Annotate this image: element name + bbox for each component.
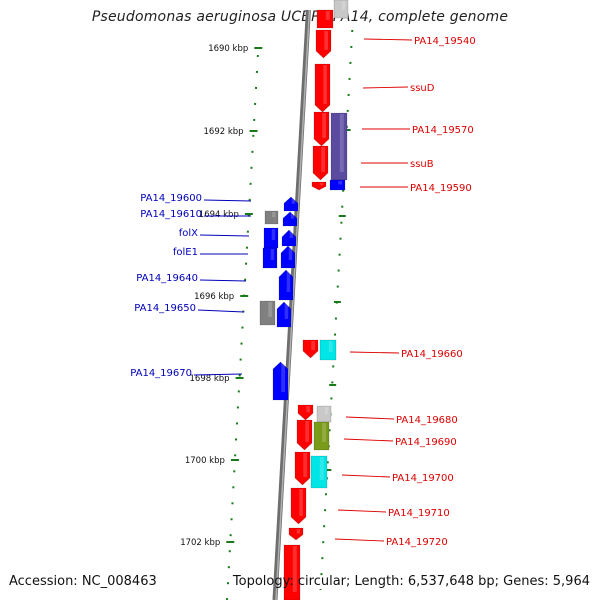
gene-label[interactable]: PA14_19690: [395, 437, 457, 448]
gene-box-cyan-2-shade: [320, 457, 324, 480]
gene-leader-line: [335, 539, 384, 541]
gene-box-cyan-shade: [329, 341, 333, 352]
gene-label[interactable]: folX: [179, 228, 198, 239]
gene-arrow-ssud[interactable]: [315, 64, 330, 112]
gene-arrow-shade: [326, 11, 330, 20]
gene-box-pa14-19590-shade: [338, 181, 342, 185]
gene-box-pa14-19590[interactable]: [330, 180, 345, 190]
gene-arrow-pa14-19540-shade: [324, 31, 328, 50]
gene-arrow-pa14-19720[interactable]: [289, 528, 303, 540]
gene-leader-line: [364, 39, 412, 40]
gene-box-purple[interactable]: [331, 113, 347, 180]
gene-box-olive[interactable]: [314, 422, 329, 450]
gene-leader-line: [338, 510, 386, 512]
gene-box-pa14-19650-shade: [268, 302, 272, 317]
gene-arrow-ssud-shade: [323, 65, 327, 104]
gene-box-fole1[interactable]: [263, 248, 277, 268]
gene-arrow-pa14-19660[interactable]: [303, 340, 318, 358]
gene-leader-line: [350, 352, 399, 353]
gene-label[interactable]: PA14_19570: [412, 125, 474, 136]
gene-label[interactable]: PA14_19710: [388, 508, 450, 519]
gene-arrow-pa14-19710-shade: [299, 489, 303, 516]
gene-box-light-shade: [325, 407, 329, 414]
gene-leader-line: [198, 310, 244, 312]
gene-arrow-pa14-19680-shade: [306, 406, 310, 412]
gene-arrow-small[interactable]: [312, 182, 326, 190]
ruler-tick-label: 1694 kbp: [199, 210, 239, 220]
gene-arrow-pa14-19690[interactable]: [297, 420, 312, 450]
gene-label[interactable]: PA14_19610: [140, 209, 202, 220]
gene-box-fole1-shade: [271, 249, 275, 260]
gene-arrow-pa14-19650[interactable]: [277, 302, 291, 327]
ruler-tick-label: 1696 kbp: [194, 292, 234, 302]
gene-label[interactable]: PA14_19650: [134, 303, 196, 314]
gene-arrow-folx-shade: [290, 231, 294, 238]
gene-box-folx[interactable]: [264, 228, 278, 248]
gene-arrow-pa14-19610-shade: [291, 213, 295, 219]
gene-label[interactable]: folE1: [173, 247, 198, 258]
gene-arrow-small-shade: [320, 183, 324, 185]
gene-box-cyan[interactable]: [320, 340, 336, 360]
gene-box-cyan-2[interactable]: [311, 456, 327, 488]
gene-box-purple-shade: [340, 114, 344, 172]
gene-arrow-pa14-19640[interactable]: [279, 270, 293, 300]
gene-label[interactable]: PA14_19720: [386, 537, 448, 548]
gene-box-folx-shade: [272, 229, 276, 240]
gene-leader-line: [200, 280, 246, 281]
gene-leader-line: [346, 417, 394, 419]
gene-label[interactable]: PA14_19600: [140, 193, 202, 204]
gene-arrow-pa14-19700-shade: [303, 453, 307, 477]
gene-label[interactable]: PA14_19670: [130, 368, 192, 379]
gene-box-pa14-19650[interactable]: [260, 301, 275, 325]
gene-label[interactable]: PA14_19700: [392, 473, 454, 484]
gene-arrow-pa14-19700[interactable]: [295, 452, 310, 485]
gene-leader-line: [342, 475, 390, 477]
gene-label[interactable]: PA14_19590: [410, 183, 472, 194]
gene-leader-line: [204, 200, 251, 201]
gene-arrow-pa14-19670-shade: [281, 363, 285, 392]
gene-label[interactable]: PA14_19640: [136, 273, 198, 284]
gene-arrow-pa14-19570[interactable]: [314, 112, 329, 146]
gene-arrow-pa14-19570-shade: [322, 113, 326, 138]
gene-label[interactable]: PA14_19660: [401, 349, 463, 360]
gene-arrow-pa14-19650-shade: [285, 303, 289, 319]
ruler-tick-label: 1690 kbp: [208, 44, 248, 54]
ruler-tick-label: 1698 kbp: [190, 374, 230, 384]
gene-leader-line: [344, 439, 393, 441]
gene-arrow-pa14-19690-shade: [305, 421, 309, 442]
gene-box-pa14-19610-shade: [272, 212, 275, 217]
gene-arrow-pa14-19680[interactable]: [298, 405, 313, 420]
gene-arrow-fole1-shade: [289, 247, 293, 260]
gene-arrow-pa14-19670[interactable]: [273, 362, 288, 400]
gene-label[interactable]: ssuB: [410, 159, 434, 170]
gene-arrow[interactable]: [317, 10, 333, 28]
gene-arrow-pa14-19600-shade: [292, 198, 296, 204]
gene-arrow-pa14-19720-shade: [297, 529, 301, 534]
ruler-tick-label: 1702 kbp: [180, 538, 220, 548]
gene-label[interactable]: PA14_19540: [414, 36, 476, 47]
gene-leader-line: [200, 235, 249, 236]
gene-arrow-ssub-shade: [321, 147, 325, 172]
gene-leader-line: [363, 87, 408, 88]
gene-arrow-pa14-19640-shade: [287, 271, 291, 292]
gene-label[interactable]: ssuD: [410, 83, 435, 94]
gene-arrow-pa14-19540[interactable]: [316, 30, 331, 58]
genome-summary-text: Topology: circular; Length: 6,537,648 bp…: [233, 574, 590, 589]
genome-map[interactable]: 1690 kbp 1692 kbp 1694 kbp 1696 kbp 1698 kbp…: [0, 0, 600, 600]
gene-arrow-pa14-19660-shade: [311, 341, 315, 350]
ruler-tick-label: 1692 kbp: [204, 127, 244, 137]
gene-arrow-tail[interactable]: [284, 545, 300, 600]
gene-arrow-ssub[interactable]: [313, 146, 328, 180]
gene-box-olive-shade: [322, 423, 326, 442]
accession-text: Accession: NC_008463: [9, 574, 157, 589]
gene-box-shade: [342, 1, 346, 10]
gene-label[interactable]: PA14_19680: [396, 415, 458, 426]
gene-box-pa14-19610[interactable]: [265, 211, 278, 224]
gene-box[interactable]: [334, 0, 348, 18]
gene-arrow-pa14-19710[interactable]: [291, 488, 306, 524]
gene-box-light[interactable]: [317, 406, 331, 422]
ruler-tick-label: 1700 kbp: [185, 456, 225, 466]
